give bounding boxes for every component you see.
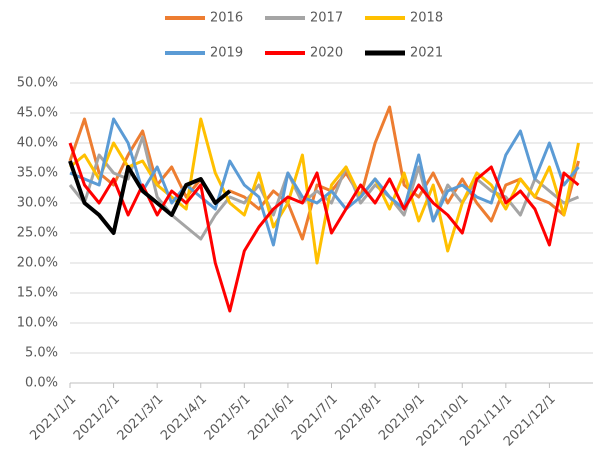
y-tick-label: 0.0% xyxy=(25,376,58,391)
y-tick-label: 15.0% xyxy=(17,286,58,301)
series-line xyxy=(68,142,580,313)
x-tick-label: 2021/4/1 xyxy=(158,392,210,444)
y-tick-label: 5.0% xyxy=(25,346,58,361)
x-tick-label: 2021/5/1 xyxy=(202,392,254,444)
x-tick-label: 2021/6/1 xyxy=(245,392,297,444)
y-tick-label: 40.0% xyxy=(17,136,58,151)
legend-label: 2018 xyxy=(410,11,443,26)
x-tick-label: 2021/8/1 xyxy=(332,392,384,444)
legend-label: 2017 xyxy=(310,11,343,26)
series-line xyxy=(68,105,580,241)
series-line xyxy=(69,117,580,265)
x-tick-label: 2021/1/1 xyxy=(27,392,79,444)
y-tick-label: 30.0% xyxy=(17,196,58,211)
series-line xyxy=(68,160,232,235)
legend-label: 2016 xyxy=(210,11,243,26)
legend-label: 2019 xyxy=(210,46,243,61)
y-tick-label: 20.0% xyxy=(17,256,58,271)
legend-label: 2020 xyxy=(310,46,343,61)
y-tick-label: 10.0% xyxy=(17,316,58,331)
y-tick-label: 50.0% xyxy=(17,76,58,91)
y-tick-label: 35.0% xyxy=(17,166,58,181)
x-tick-label: 2021/3/1 xyxy=(115,392,167,444)
y-tick-label: 25.0% xyxy=(17,226,58,241)
y-tick-label: 45.0% xyxy=(17,106,58,121)
x-tick-label: 2021/7/1 xyxy=(289,392,341,444)
x-tick-label: 2021/2/1 xyxy=(71,392,123,444)
legend-label: 2021 xyxy=(410,46,443,61)
